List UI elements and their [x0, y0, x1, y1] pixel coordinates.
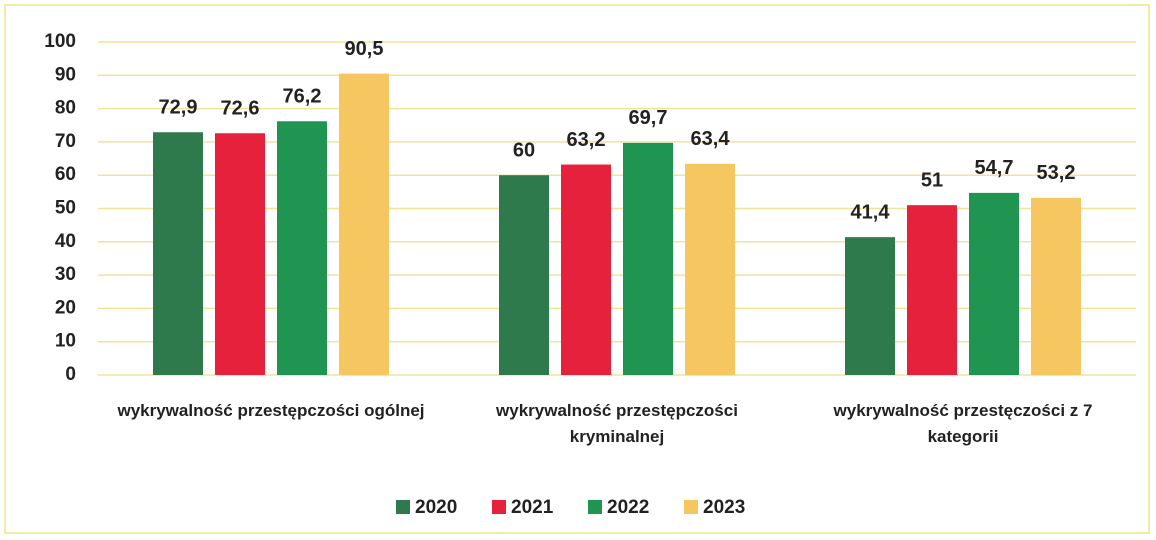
- value-label: 63,4: [691, 128, 731, 150]
- bar: [153, 132, 203, 375]
- legend-swatch: [396, 500, 410, 514]
- value-label: 63,2: [567, 129, 606, 151]
- bar: [845, 237, 895, 375]
- legend-swatch: [492, 500, 506, 514]
- x-tick-label: wykrywalność przestępczości ogólnej: [117, 401, 425, 420]
- y-tick-label: 50: [55, 198, 76, 219]
- legend-swatch: [588, 500, 602, 514]
- bar: [561, 164, 611, 375]
- value-label: 69,7: [629, 107, 668, 129]
- legend-label: 2021: [511, 497, 554, 518]
- legend-swatch: [684, 500, 698, 514]
- value-label: 41,4: [851, 201, 891, 223]
- value-label: 72,9: [159, 97, 198, 119]
- value-label: 90,5: [345, 38, 384, 60]
- value-label: 60: [513, 139, 535, 161]
- bar: [1031, 197, 1081, 375]
- y-tick-label: 0: [65, 364, 76, 385]
- bar: [907, 205, 957, 375]
- value-label: 72,6: [221, 98, 260, 120]
- value-label: 51: [921, 169, 943, 191]
- legend-label: 2023: [703, 497, 745, 518]
- chart-frame: [4, 4, 1150, 534]
- y-tick-label: 80: [55, 98, 76, 119]
- y-tick-label: 20: [55, 297, 76, 318]
- y-tick-label: 90: [55, 64, 76, 85]
- bar: [215, 133, 265, 375]
- x-tick-label: wykrywalność przestęczości z 7 kategorii: [833, 401, 1093, 446]
- y-tick-label: 40: [55, 231, 76, 252]
- legend-label: 2020: [415, 497, 457, 518]
- y-tick-label: 70: [55, 131, 76, 152]
- value-label: 54,7: [975, 157, 1014, 179]
- bar: [339, 73, 389, 375]
- bar: [623, 142, 673, 375]
- y-tick-label: 30: [55, 264, 76, 285]
- legend-label: 2022: [607, 497, 649, 518]
- y-tick-label: 100: [44, 31, 76, 52]
- y-tick-label: 10: [55, 331, 76, 352]
- bar: [969, 192, 1019, 375]
- x-tick-label: wykrywalność przestępczości kryminalnej: [496, 401, 738, 446]
- bar: [277, 121, 327, 375]
- value-label: 53,2: [1037, 162, 1076, 184]
- value-label: 76,2: [283, 86, 322, 108]
- bar: [685, 163, 735, 375]
- bar: [499, 175, 549, 375]
- y-tick-label: 60: [55, 164, 76, 185]
